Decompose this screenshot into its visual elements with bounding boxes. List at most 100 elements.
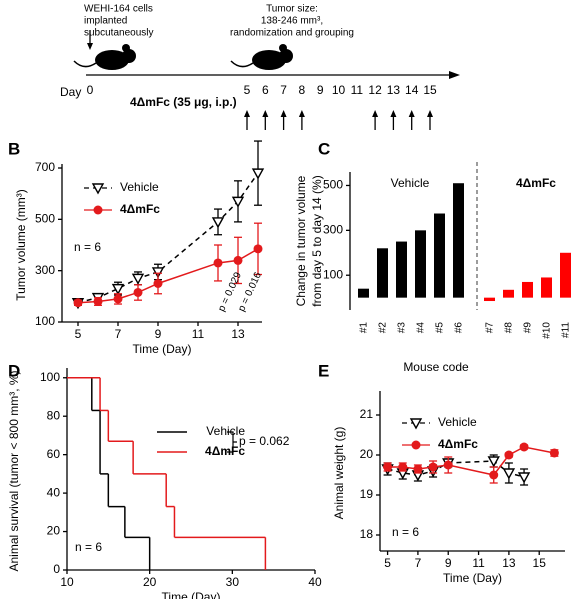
legend-label: 4ΔmFc bbox=[120, 202, 160, 216]
data-point bbox=[519, 442, 529, 452]
x-tick-label: 30 bbox=[226, 575, 240, 589]
y-tick-label: 80 bbox=[47, 408, 61, 422]
y-tick-label: 100 bbox=[35, 314, 55, 328]
data-point bbox=[502, 468, 516, 480]
x-tick-label: 11 bbox=[192, 327, 205, 341]
x-tick-label: 40 bbox=[308, 575, 322, 589]
mouse-icon bbox=[95, 50, 129, 70]
y-axis-label: Change in tumor volume bbox=[294, 175, 308, 306]
y-axis-label: from day 5 to day 14 (%) bbox=[310, 175, 324, 306]
panel-letter: D bbox=[8, 361, 20, 380]
y-axis-label: Animal weight (g) bbox=[332, 427, 346, 520]
group-label: 4ΔmFc bbox=[516, 176, 556, 190]
x-tick-label: #5 bbox=[435, 322, 446, 334]
data-point bbox=[383, 462, 393, 472]
legend-label: Vehicle bbox=[438, 415, 477, 429]
y-tick-label: 700 bbox=[35, 160, 55, 174]
legend-marker bbox=[93, 205, 103, 215]
mouse-icon bbox=[122, 49, 136, 63]
y-axis-label: Tumor volume (mm³) bbox=[14, 189, 28, 301]
data-point bbox=[133, 287, 143, 297]
data-point bbox=[504, 450, 514, 460]
x-tick-label: 10 bbox=[60, 575, 74, 589]
data-point bbox=[131, 273, 145, 285]
mouse-icon bbox=[73, 60, 97, 68]
y-tick-label: 300 bbox=[35, 263, 55, 277]
data-point bbox=[73, 298, 83, 308]
x-tick-label: 5 bbox=[384, 556, 391, 570]
y-tick-label: 60 bbox=[47, 447, 61, 461]
x-tick-label: #7 bbox=[485, 322, 496, 334]
data-point bbox=[253, 244, 263, 254]
x-tick-label: 20 bbox=[143, 575, 157, 589]
mouse-icon bbox=[230, 60, 254, 68]
x-tick-label: 7 bbox=[415, 556, 422, 570]
data-point bbox=[428, 462, 438, 472]
mouse-icon bbox=[122, 44, 130, 52]
data-point bbox=[413, 464, 423, 474]
x-axis-label: Time (Day) bbox=[443, 571, 502, 585]
data-point bbox=[213, 258, 223, 268]
data-point bbox=[93, 296, 103, 306]
x-tick-label: #6 bbox=[454, 322, 465, 334]
y-axis-label: Animal survival (tumor < 800 mm³, %) bbox=[7, 370, 21, 571]
day-label: 12 bbox=[368, 83, 382, 97]
timeline-axis-label: Day bbox=[60, 85, 81, 99]
x-tick-label: 15 bbox=[533, 556, 547, 570]
day-label: 14 bbox=[405, 83, 419, 97]
legend-label: Vehicle bbox=[120, 180, 159, 194]
y-tick-label: 100 bbox=[40, 370, 60, 384]
p-value: p = 0.062 bbox=[239, 434, 290, 448]
dose-arrowhead bbox=[427, 110, 433, 117]
dose-arrowhead bbox=[244, 110, 250, 117]
legend-marker bbox=[409, 418, 423, 430]
y-tick-label: 20 bbox=[47, 524, 61, 538]
x-axis-label: Mouse code bbox=[403, 360, 469, 374]
data-point bbox=[443, 460, 453, 470]
x-tick-label: 9 bbox=[155, 327, 162, 341]
note: n = 6 bbox=[74, 240, 101, 254]
bar bbox=[415, 230, 426, 298]
note: n = 6 bbox=[75, 540, 102, 554]
y-tick-label: 18 bbox=[360, 527, 374, 541]
x-tick-label: #8 bbox=[504, 322, 515, 334]
y-tick-label: 300 bbox=[323, 223, 343, 237]
legend-label: 4ΔmFc bbox=[205, 444, 245, 458]
panel-letter: E bbox=[318, 361, 329, 380]
day-label: 11 bbox=[351, 83, 364, 97]
x-tick-label: #2 bbox=[378, 322, 389, 334]
mouse-icon bbox=[279, 49, 293, 63]
dose-label: 4ΔmFc (35 μg, i.p.) bbox=[130, 95, 237, 109]
event-arrowhead bbox=[87, 43, 93, 50]
y-tick-label: 20 bbox=[360, 447, 374, 461]
bar bbox=[522, 281, 533, 298]
day-label: 8 bbox=[299, 83, 306, 97]
day-label: 6 bbox=[262, 83, 269, 97]
x-tick-label: 7 bbox=[115, 327, 122, 341]
dose-arrowhead bbox=[390, 110, 397, 117]
bar bbox=[453, 183, 464, 298]
day-label: 9 bbox=[317, 83, 324, 97]
legend-marker bbox=[411, 440, 421, 450]
event-label: Tumor size: bbox=[266, 4, 318, 15]
x-tick-label: #1 bbox=[359, 322, 370, 334]
bar bbox=[503, 289, 514, 298]
series-line bbox=[77, 172, 259, 304]
data-point bbox=[211, 217, 225, 229]
y-tick-label: 19 bbox=[360, 487, 374, 501]
y-tick-label: 500 bbox=[35, 212, 55, 226]
event-label: subcutaneously bbox=[84, 28, 154, 39]
dose-arrowhead bbox=[298, 110, 305, 117]
x-tick-label: 13 bbox=[231, 327, 245, 341]
x-tick-label: 9 bbox=[445, 556, 452, 570]
x-tick-label: #11 bbox=[561, 322, 572, 338]
day-label: 0 bbox=[87, 83, 94, 97]
bar bbox=[396, 241, 407, 298]
data-point bbox=[489, 470, 499, 480]
dose-arrowhead bbox=[372, 110, 379, 117]
bar bbox=[358, 288, 369, 298]
x-tick-label: #3 bbox=[397, 322, 408, 334]
p-bracket bbox=[227, 431, 237, 453]
note: n = 6 bbox=[392, 525, 419, 539]
